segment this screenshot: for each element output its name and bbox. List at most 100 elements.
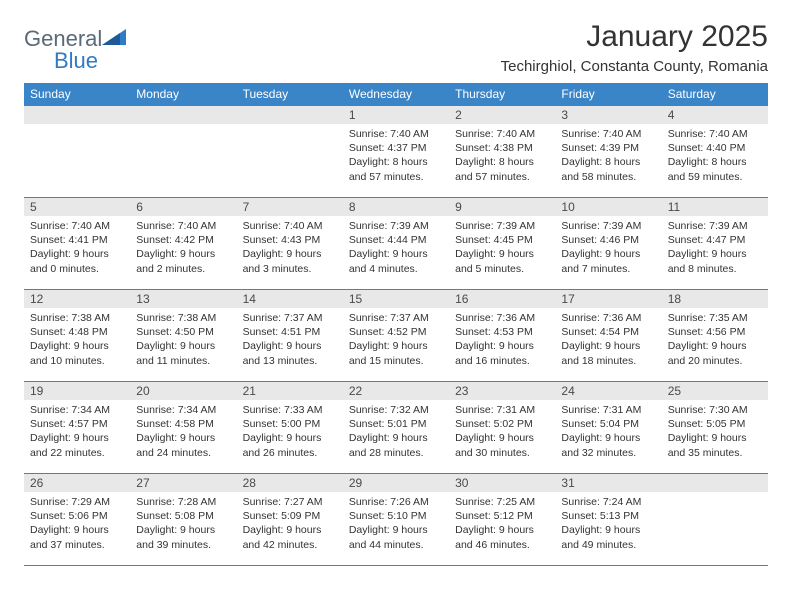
day-details: Sunrise: 7:27 AMSunset: 5:09 PMDaylight:… bbox=[237, 492, 343, 556]
calendar-day-cell: 24Sunrise: 7:31 AMSunset: 5:04 PMDayligh… bbox=[555, 382, 661, 474]
day-details: Sunrise: 7:39 AMSunset: 4:46 PMDaylight:… bbox=[555, 216, 661, 280]
sunrise-text: Sunrise: 7:28 AM bbox=[136, 495, 230, 509]
daylight-text-1: Daylight: 9 hours bbox=[455, 523, 549, 537]
daylight-text-2: and 32 minutes. bbox=[561, 446, 655, 460]
calendar-day-cell: 3Sunrise: 7:40 AMSunset: 4:39 PMDaylight… bbox=[555, 106, 661, 198]
daylight-text-1: Daylight: 9 hours bbox=[136, 523, 230, 537]
daylight-text-2: and 16 minutes. bbox=[455, 354, 549, 368]
month-title: January 2025 bbox=[501, 20, 768, 54]
sunrise-text: Sunrise: 7:39 AM bbox=[561, 219, 655, 233]
sunrise-text: Sunrise: 7:27 AM bbox=[243, 495, 337, 509]
day-header-row: Sunday Monday Tuesday Wednesday Thursday… bbox=[24, 83, 768, 106]
daylight-text-2: and 28 minutes. bbox=[349, 446, 443, 460]
day-details: Sunrise: 7:37 AMSunset: 4:51 PMDaylight:… bbox=[237, 308, 343, 372]
day-details: Sunrise: 7:33 AMSunset: 5:00 PMDaylight:… bbox=[237, 400, 343, 464]
day-number: 27 bbox=[130, 474, 236, 492]
sunrise-text: Sunrise: 7:40 AM bbox=[561, 127, 655, 141]
sunset-text: Sunset: 4:54 PM bbox=[561, 325, 655, 339]
daylight-text-2: and 35 minutes. bbox=[668, 446, 762, 460]
day-details: Sunrise: 7:37 AMSunset: 4:52 PMDaylight:… bbox=[343, 308, 449, 372]
day-details: Sunrise: 7:39 AMSunset: 4:47 PMDaylight:… bbox=[662, 216, 768, 280]
day-details: Sunrise: 7:40 AMSunset: 4:42 PMDaylight:… bbox=[130, 216, 236, 280]
sunrise-text: Sunrise: 7:31 AM bbox=[455, 403, 549, 417]
day-number: 14 bbox=[237, 290, 343, 308]
daylight-text-1: Daylight: 9 hours bbox=[243, 339, 337, 353]
sunrise-text: Sunrise: 7:37 AM bbox=[349, 311, 443, 325]
sunset-text: Sunset: 5:05 PM bbox=[668, 417, 762, 431]
daylight-text-2: and 13 minutes. bbox=[243, 354, 337, 368]
daylight-text-2: and 24 minutes. bbox=[136, 446, 230, 460]
daylight-text-2: and 37 minutes. bbox=[30, 538, 124, 552]
sunset-text: Sunset: 4:43 PM bbox=[243, 233, 337, 247]
sunrise-text: Sunrise: 7:24 AM bbox=[561, 495, 655, 509]
day-number: 15 bbox=[343, 290, 449, 308]
daylight-text-1: Daylight: 9 hours bbox=[30, 339, 124, 353]
sunrise-text: Sunrise: 7:40 AM bbox=[30, 219, 124, 233]
day-details: Sunrise: 7:25 AMSunset: 5:12 PMDaylight:… bbox=[449, 492, 555, 556]
day-number: 24 bbox=[555, 382, 661, 400]
calendar-day-cell: 13Sunrise: 7:38 AMSunset: 4:50 PMDayligh… bbox=[130, 290, 236, 382]
calendar-day-cell: 25Sunrise: 7:30 AMSunset: 5:05 PMDayligh… bbox=[662, 382, 768, 474]
day-number: 19 bbox=[24, 382, 130, 400]
day-details: Sunrise: 7:28 AMSunset: 5:08 PMDaylight:… bbox=[130, 492, 236, 556]
day-details: Sunrise: 7:29 AMSunset: 5:06 PMDaylight:… bbox=[24, 492, 130, 556]
day-details: Sunrise: 7:26 AMSunset: 5:10 PMDaylight:… bbox=[343, 492, 449, 556]
calendar-day-cell: 18Sunrise: 7:35 AMSunset: 4:56 PMDayligh… bbox=[662, 290, 768, 382]
sunrise-text: Sunrise: 7:40 AM bbox=[349, 127, 443, 141]
day-details: Sunrise: 7:38 AMSunset: 4:48 PMDaylight:… bbox=[24, 308, 130, 372]
day-header-tue: Tuesday bbox=[237, 83, 343, 106]
sunrise-text: Sunrise: 7:39 AM bbox=[349, 219, 443, 233]
daylight-text-1: Daylight: 9 hours bbox=[30, 247, 124, 261]
calendar-week-row: 12Sunrise: 7:38 AMSunset: 4:48 PMDayligh… bbox=[24, 290, 768, 382]
sunrise-text: Sunrise: 7:30 AM bbox=[668, 403, 762, 417]
calendar-day-cell bbox=[662, 474, 768, 566]
calendar-day-cell: 29Sunrise: 7:26 AMSunset: 5:10 PMDayligh… bbox=[343, 474, 449, 566]
sunset-text: Sunset: 4:38 PM bbox=[455, 141, 549, 155]
sunset-text: Sunset: 5:13 PM bbox=[561, 509, 655, 523]
daylight-text-2: and 57 minutes. bbox=[455, 170, 549, 184]
daylight-text-1: Daylight: 9 hours bbox=[561, 339, 655, 353]
sunset-text: Sunset: 4:42 PM bbox=[136, 233, 230, 247]
day-header-sat: Saturday bbox=[662, 83, 768, 106]
calendar-day-cell: 19Sunrise: 7:34 AMSunset: 4:57 PMDayligh… bbox=[24, 382, 130, 474]
day-details: Sunrise: 7:36 AMSunset: 4:53 PMDaylight:… bbox=[449, 308, 555, 372]
daylight-text-1: Daylight: 9 hours bbox=[561, 523, 655, 537]
daylight-text-1: Daylight: 9 hours bbox=[30, 523, 124, 537]
sunrise-text: Sunrise: 7:35 AM bbox=[668, 311, 762, 325]
day-number: 8 bbox=[343, 198, 449, 216]
sunset-text: Sunset: 4:39 PM bbox=[561, 141, 655, 155]
daylight-text-1: Daylight: 9 hours bbox=[136, 431, 230, 445]
daylight-text-2: and 4 minutes. bbox=[349, 262, 443, 276]
daylight-text-2: and 26 minutes. bbox=[243, 446, 337, 460]
sunrise-text: Sunrise: 7:32 AM bbox=[349, 403, 443, 417]
daylight-text-1: Daylight: 9 hours bbox=[668, 431, 762, 445]
daylight-text-2: and 2 minutes. bbox=[136, 262, 230, 276]
calendar-day-cell bbox=[130, 106, 236, 198]
sunset-text: Sunset: 5:09 PM bbox=[243, 509, 337, 523]
sunrise-text: Sunrise: 7:40 AM bbox=[668, 127, 762, 141]
calendar-week-row: 19Sunrise: 7:34 AMSunset: 4:57 PMDayligh… bbox=[24, 382, 768, 474]
calendar-day-cell: 1Sunrise: 7:40 AMSunset: 4:37 PMDaylight… bbox=[343, 106, 449, 198]
calendar-day-cell: 26Sunrise: 7:29 AMSunset: 5:06 PMDayligh… bbox=[24, 474, 130, 566]
daylight-text-1: Daylight: 9 hours bbox=[136, 339, 230, 353]
day-number-empty bbox=[662, 474, 768, 492]
sunset-text: Sunset: 5:01 PM bbox=[349, 417, 443, 431]
day-number: 7 bbox=[237, 198, 343, 216]
sunset-text: Sunset: 5:02 PM bbox=[455, 417, 549, 431]
day-header-thu: Thursday bbox=[449, 83, 555, 106]
daylight-text-2: and 7 minutes. bbox=[561, 262, 655, 276]
day-number: 16 bbox=[449, 290, 555, 308]
sunset-text: Sunset: 4:52 PM bbox=[349, 325, 443, 339]
daylight-text-1: Daylight: 9 hours bbox=[455, 431, 549, 445]
sunrise-text: Sunrise: 7:40 AM bbox=[243, 219, 337, 233]
sunset-text: Sunset: 4:37 PM bbox=[349, 141, 443, 155]
sunset-text: Sunset: 5:12 PM bbox=[455, 509, 549, 523]
daylight-text-1: Daylight: 8 hours bbox=[455, 155, 549, 169]
day-number: 10 bbox=[555, 198, 661, 216]
day-details: Sunrise: 7:40 AMSunset: 4:39 PMDaylight:… bbox=[555, 124, 661, 188]
daylight-text-2: and 5 minutes. bbox=[455, 262, 549, 276]
day-number: 6 bbox=[130, 198, 236, 216]
day-details: Sunrise: 7:40 AMSunset: 4:41 PMDaylight:… bbox=[24, 216, 130, 280]
calendar-day-cell: 15Sunrise: 7:37 AMSunset: 4:52 PMDayligh… bbox=[343, 290, 449, 382]
sunrise-text: Sunrise: 7:29 AM bbox=[30, 495, 124, 509]
